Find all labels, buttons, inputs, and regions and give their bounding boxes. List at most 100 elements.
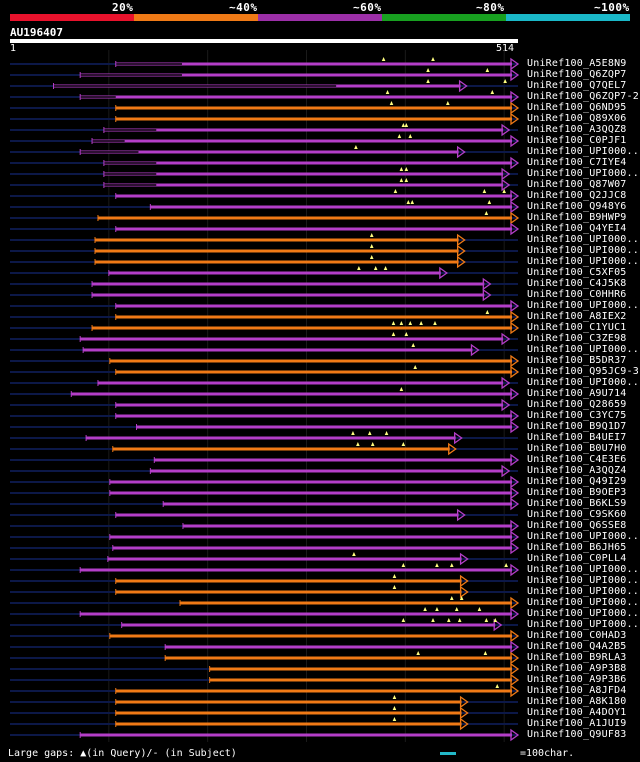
query-gap-marker	[459, 596, 464, 600]
hit-label[interactable]: UniRef100_UPI000..	[527, 619, 639, 630]
query-gap-marker	[399, 321, 404, 325]
hit-label[interactable]: UniRef100_UPI000..	[527, 245, 639, 256]
query-gap-marker	[502, 189, 506, 193]
hit-label[interactable]: UniRef100_Q6ZQP7	[527, 69, 627, 80]
hit-label[interactable]: UniRef100_C9SK60	[527, 509, 627, 520]
hit-label[interactable]: UniRef100_C0HAD3	[527, 630, 627, 641]
hit-label[interactable]: UniRef100_A9P3B6	[527, 674, 627, 685]
hit-arrow-head	[510, 189, 520, 203]
hit-label[interactable]: UniRef100_A3QQZ8	[527, 124, 627, 135]
hit-label[interactable]: UniRef100_A3QQZ4	[527, 465, 627, 476]
hit-label[interactable]: UniRef100_Q7QEL7	[527, 80, 627, 91]
hit-label[interactable]: UniRef100_UPI000..	[527, 575, 639, 586]
hit-label[interactable]: UniRef100_A9P3B8	[527, 663, 627, 674]
hit-label[interactable]: UniRef100_C3ZE98	[527, 333, 627, 344]
hit-label[interactable]: UniRef100_A5E8N9	[527, 58, 627, 69]
hit-label[interactable]: UniRef100_UPI000..	[527, 377, 639, 388]
hit-label[interactable]: UniRef100_Q9UF83	[527, 729, 627, 740]
hit-arrow-head	[510, 530, 520, 544]
hit-label[interactable]: UniRef100_Q95JC9-3	[527, 366, 639, 377]
hit-label[interactable]: UniRef100_A8K180	[527, 696, 627, 707]
hit-label[interactable]: UniRef100_B4UEI7	[527, 432, 627, 443]
hit-label[interactable]: UniRef100_UPI000..	[527, 531, 639, 542]
hit-label[interactable]: UniRef100_C7IYE4	[527, 157, 627, 168]
hit-label[interactable]: UniRef100_UPI000..	[527, 586, 639, 597]
hit-arrow-head	[510, 673, 520, 687]
hit-label[interactable]: UniRef100_B6KLS9	[527, 498, 627, 509]
hit-label[interactable]: UniRef100_Q89X06	[527, 113, 627, 124]
hit-label[interactable]: UniRef100_UPI000..	[527, 300, 639, 311]
hit-label[interactable]: UniRef100_Q4YEI4	[527, 223, 627, 234]
hit-arrow-head	[459, 574, 469, 588]
hit-label[interactable]: UniRef100_Q2JJC8	[527, 190, 627, 201]
query-gap-marker	[411, 343, 416, 347]
hit-arrow-head	[459, 717, 469, 731]
query-gap-marker	[446, 101, 450, 105]
hit-label[interactable]: UniRef100_C3YC75	[527, 410, 627, 421]
query-gap-marker	[447, 618, 451, 622]
query-gap-marker	[435, 563, 439, 567]
hit-label[interactable]: UniRef100_B9HWP9	[527, 212, 627, 223]
hit-arrow-head	[510, 519, 520, 533]
hit-label[interactable]: UniRef100_Q6ZQP7-2	[527, 91, 639, 102]
query-gap-marker	[495, 684, 500, 688]
hit-label[interactable]: UniRef100_A1JUI9	[527, 718, 627, 729]
hit-label[interactable]: UniRef100_UPI000..	[527, 256, 639, 267]
hit-label[interactable]: UniRef100_B9OEP3	[527, 487, 627, 498]
hit-label[interactable]: UniRef100_Q4A2B5	[527, 641, 627, 652]
hit-label[interactable]: UniRef100_B9RLA3	[527, 652, 627, 663]
hit-arrow-head	[470, 343, 480, 357]
hit-arrow-head	[510, 299, 520, 313]
query-gap-marker	[431, 57, 435, 61]
query-gap-marker	[392, 585, 397, 589]
hit-label[interactable]: UniRef100_B6JH65	[527, 542, 627, 553]
query-gap-marker	[399, 178, 404, 182]
hit-label[interactable]: UniRef100_UPI000..	[527, 234, 639, 245]
hit-arrow-head	[510, 112, 520, 126]
hit-arrow-head	[482, 277, 492, 291]
query-gap-marker	[391, 321, 396, 325]
hit-label[interactable]: UniRef100_A8JFD4	[527, 685, 627, 696]
hit-arrow-head	[510, 497, 520, 511]
hit-arrow-head	[510, 607, 520, 621]
query-gap-marker	[423, 607, 427, 611]
hit-arrow-head	[510, 354, 520, 368]
hit-label[interactable]: UniRef100_UPI000..	[527, 344, 639, 355]
hit-label[interactable]: UniRef100_UPI000..	[527, 168, 639, 179]
hit-label[interactable]: UniRef100_C0PJF1	[527, 135, 627, 146]
hit-label[interactable]: UniRef100_A9U714	[527, 388, 627, 399]
query-gap-marker	[503, 79, 507, 83]
hit-label[interactable]: UniRef100_Q948Y6	[527, 201, 627, 212]
hit-label[interactable]: UniRef100_Q6SSE8	[527, 520, 627, 531]
hit-arrow-head	[510, 629, 520, 643]
hit-label[interactable]: UniRef100_B9Q1D7	[527, 421, 627, 432]
hit-label[interactable]: UniRef100_UPI000..	[527, 146, 639, 157]
hit-label[interactable]: UniRef100_UPI000..	[527, 564, 639, 575]
hit-label[interactable]: UniRef100_Q87W07	[527, 179, 627, 190]
hit-label[interactable]: UniRef100_C4J5K8	[527, 278, 627, 289]
hit-label[interactable]: UniRef100_A8IEX2	[527, 311, 627, 322]
hit-label[interactable]: UniRef100_C0HHR6	[527, 289, 627, 300]
hit-label[interactable]: UniRef100_B0U7H0	[527, 443, 627, 454]
hit-label[interactable]: UniRef100_C1YUC1	[527, 322, 627, 333]
hit-label[interactable]: UniRef100_C5XF05	[527, 267, 627, 278]
hit-label[interactable]: UniRef100_Q49I29	[527, 476, 627, 487]
hit-label[interactable]: UniRef100_C0PLL4	[527, 553, 627, 564]
query-gap-marker	[483, 651, 488, 655]
scale-legend: =100char.	[520, 748, 575, 759]
hit-arrow-head	[510, 101, 520, 115]
hit-label[interactable]: UniRef100_Q6ND95	[527, 102, 627, 113]
hit-arrow-head	[482, 288, 492, 302]
query-gap-marker	[408, 134, 413, 138]
hit-arrow-head	[501, 398, 511, 412]
hit-label[interactable]: UniRef100_UPI000..	[527, 597, 639, 608]
hit-arrow-head	[456, 233, 466, 247]
hit-label[interactable]: UniRef100_A4DOY1	[527, 707, 627, 718]
query-gap-marker	[485, 68, 490, 72]
hit-label[interactable]: UniRef100_C4E3E6	[527, 454, 627, 465]
hit-label[interactable]: UniRef100_UPI000..	[527, 608, 639, 619]
hit-arrow-head	[501, 178, 511, 192]
hit-label[interactable]: UniRef100_B5DR37	[527, 355, 627, 366]
hit-arrow-head	[510, 728, 520, 742]
hit-label[interactable]: UniRef100_Q28659	[527, 399, 627, 410]
